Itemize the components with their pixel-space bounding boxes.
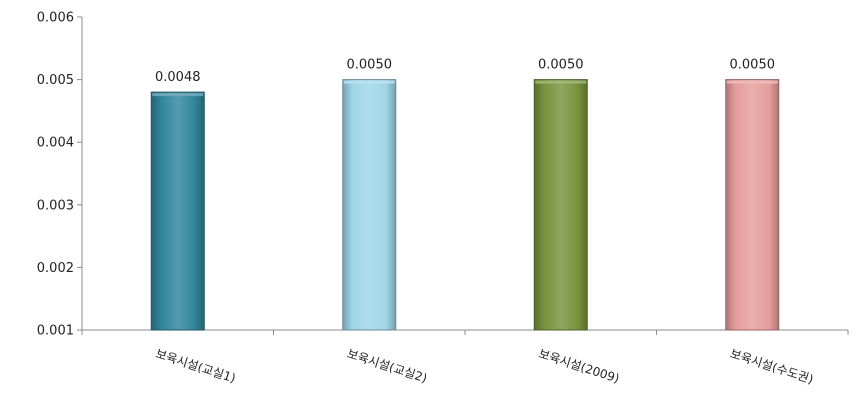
y-axis: 0.001 0.002 0.003 0.004 0.005 0.006 xyxy=(37,11,83,339)
bar-2 xyxy=(342,79,397,331)
bar-series xyxy=(150,79,780,331)
bar-3 xyxy=(533,79,588,331)
data-label: 0.0050 xyxy=(730,58,776,73)
bar-highlight xyxy=(535,80,587,84)
bar-4 xyxy=(725,79,780,331)
data-labels: 0.0048 0.0050 0.0050 0.0050 xyxy=(155,58,775,86)
category-label: 보육시설(2009) xyxy=(537,347,621,386)
y-tick-label: 0.006 xyxy=(37,11,74,26)
category-label: 보육시설(교실2) xyxy=(345,347,429,386)
y-tick-label: 0.005 xyxy=(37,73,74,88)
y-tick-label: 0.004 xyxy=(37,136,74,151)
data-label: 0.0048 xyxy=(155,70,201,85)
bar-highlight xyxy=(152,93,204,97)
x-axis xyxy=(81,329,849,335)
bar-1 xyxy=(150,91,205,331)
category-label: 보육시설(수도권) xyxy=(728,347,815,387)
data-label: 0.0050 xyxy=(347,58,393,73)
data-label: 0.0050 xyxy=(538,58,584,73)
y-tick-label: 0.001 xyxy=(37,324,74,339)
y-tick-label: 0.003 xyxy=(37,198,74,213)
category-label: 보육시설(교실1) xyxy=(154,347,238,386)
category-labels: 보육시설(교실1) 보육시설(교실2) 보육시설(2009) 보육시설(수도권) xyxy=(154,347,815,387)
bar-highlight xyxy=(726,80,778,84)
y-tick-label: 0.002 xyxy=(37,261,74,276)
bar-highlight xyxy=(343,80,395,84)
